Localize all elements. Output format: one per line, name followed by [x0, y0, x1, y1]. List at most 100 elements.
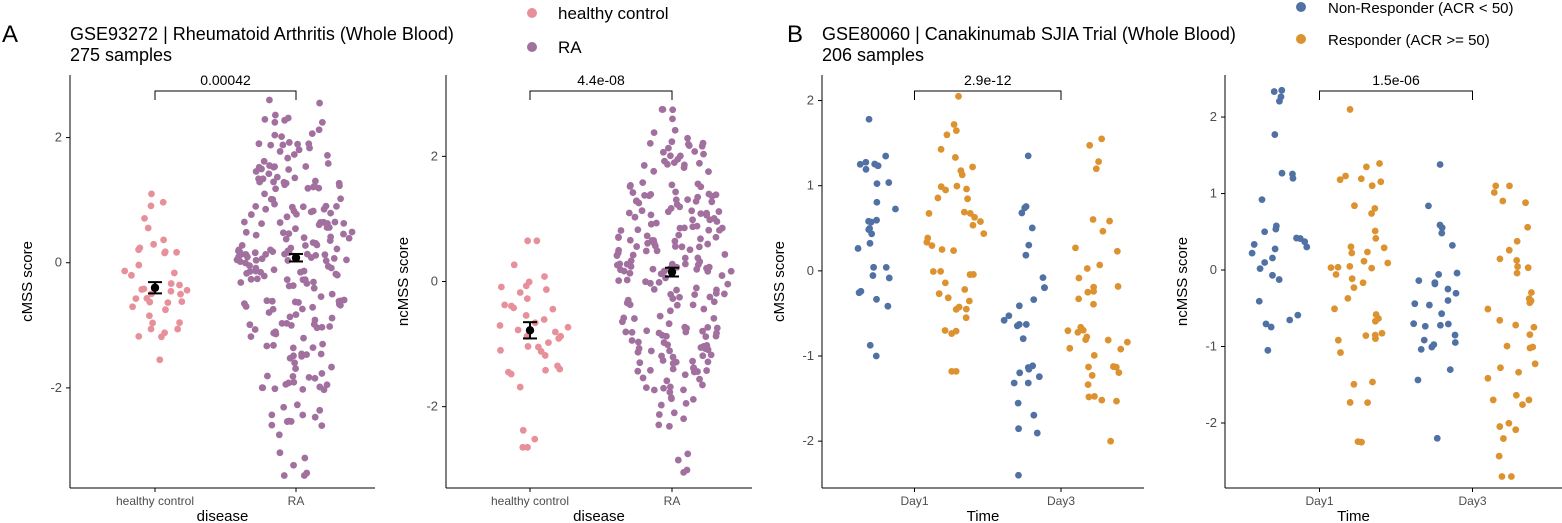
point-responder [1360, 257, 1368, 265]
point-ra [343, 256, 350, 264]
point-healthy-control [177, 290, 184, 298]
point-nonresponder [1028, 224, 1036, 232]
x-axis-label: Time [1337, 508, 1370, 523]
point-ra [716, 226, 723, 234]
point-nonresponder [1039, 274, 1047, 282]
point-ra [657, 270, 665, 278]
point-healthy-control [507, 302, 515, 310]
point-nonresponder [870, 263, 878, 271]
point-ra [283, 276, 291, 284]
point-ra [290, 151, 298, 158]
point-responder [1489, 396, 1497, 404]
point-healthy-control [533, 237, 541, 245]
point-ra [283, 213, 291, 221]
point-nonresponder [1431, 280, 1439, 288]
point-responder [980, 230, 988, 238]
point-responder [1348, 275, 1356, 283]
point-responder [1376, 160, 1383, 167]
point-healthy-control [174, 325, 182, 333]
point-responder [1497, 364, 1504, 372]
point-nonresponder [865, 226, 873, 233]
point-ra [290, 461, 297, 469]
point-ra [699, 327, 706, 335]
point-nonresponder [866, 239, 874, 247]
point-responder [960, 208, 968, 216]
point-ra [656, 312, 664, 320]
point-ra [639, 179, 647, 187]
point-ra [706, 293, 714, 301]
point-ra [676, 293, 683, 301]
point-ra [259, 384, 267, 392]
point-ra [713, 218, 721, 225]
point-nonresponder [1451, 339, 1459, 346]
point-healthy-control [541, 273, 548, 280]
point-nonresponder [1018, 209, 1026, 217]
point-ra [284, 154, 292, 162]
point-healthy-control [523, 295, 531, 303]
point-nonresponder [865, 115, 873, 123]
point-ra [674, 456, 682, 464]
point-healthy-control [524, 237, 532, 245]
y-tick-label: -2 [1205, 415, 1217, 430]
point-responder [1369, 378, 1376, 386]
point-ra [628, 328, 636, 336]
point-ra [264, 372, 271, 380]
panel-b-legend: Non-Responder (ACR < 50) Responder (ACR … [1296, 0, 1514, 49]
point-ra [310, 284, 318, 292]
point-ra [238, 241, 246, 249]
point-ra [258, 220, 265, 228]
point-ra [348, 228, 356, 236]
point-ra [689, 223, 697, 231]
point-ra [252, 202, 260, 210]
point-ra [311, 413, 319, 421]
point-responder [1484, 305, 1492, 313]
point-ra [715, 208, 723, 215]
point-nonresponder [1010, 379, 1018, 387]
point-responder [1506, 182, 1513, 190]
point-responder [1075, 295, 1083, 303]
x-axis-label: disease [197, 508, 249, 523]
point-responder [952, 305, 960, 313]
point-nonresponder [885, 274, 893, 282]
point-ra [302, 242, 309, 249]
point-nonresponder [872, 352, 880, 360]
point-ra [317, 293, 325, 300]
point-ra [312, 239, 320, 247]
point-ra [310, 278, 317, 286]
point-nonresponder [1022, 203, 1030, 210]
point-ra [318, 422, 326, 430]
point-healthy-control [159, 198, 167, 206]
point-healthy-control [158, 333, 165, 341]
point-responder [952, 367, 960, 375]
point-ra [309, 207, 317, 215]
point-responder [1372, 234, 1380, 242]
point-ra [683, 466, 691, 474]
point-ra [636, 359, 644, 367]
point-ra [653, 247, 661, 255]
point-responder [1364, 248, 1371, 256]
point-ra [650, 239, 658, 247]
point-ra [261, 115, 269, 123]
point-ra [626, 236, 634, 244]
point-responder [1512, 321, 1520, 329]
point-responder [963, 185, 970, 193]
point-nonresponder [1444, 320, 1452, 328]
point-nonresponder [1013, 322, 1021, 330]
point-nonresponder [1415, 277, 1423, 285]
point-responder [1377, 178, 1385, 186]
point-nonresponder [866, 341, 874, 349]
point-nonresponder [1015, 302, 1023, 310]
mean-point [150, 283, 160, 292]
point-responder [1331, 305, 1338, 313]
point-ra [318, 118, 326, 126]
point-ra [286, 313, 294, 321]
legend-ra-label: RA [558, 38, 582, 57]
point-ra [303, 250, 311, 258]
point-nonresponder [1030, 411, 1038, 419]
point-healthy-control [555, 335, 563, 342]
point-ra [646, 366, 654, 374]
point-nonresponder [1000, 316, 1008, 324]
point-responder [1084, 381, 1092, 389]
point-nonresponder [1420, 336, 1428, 344]
